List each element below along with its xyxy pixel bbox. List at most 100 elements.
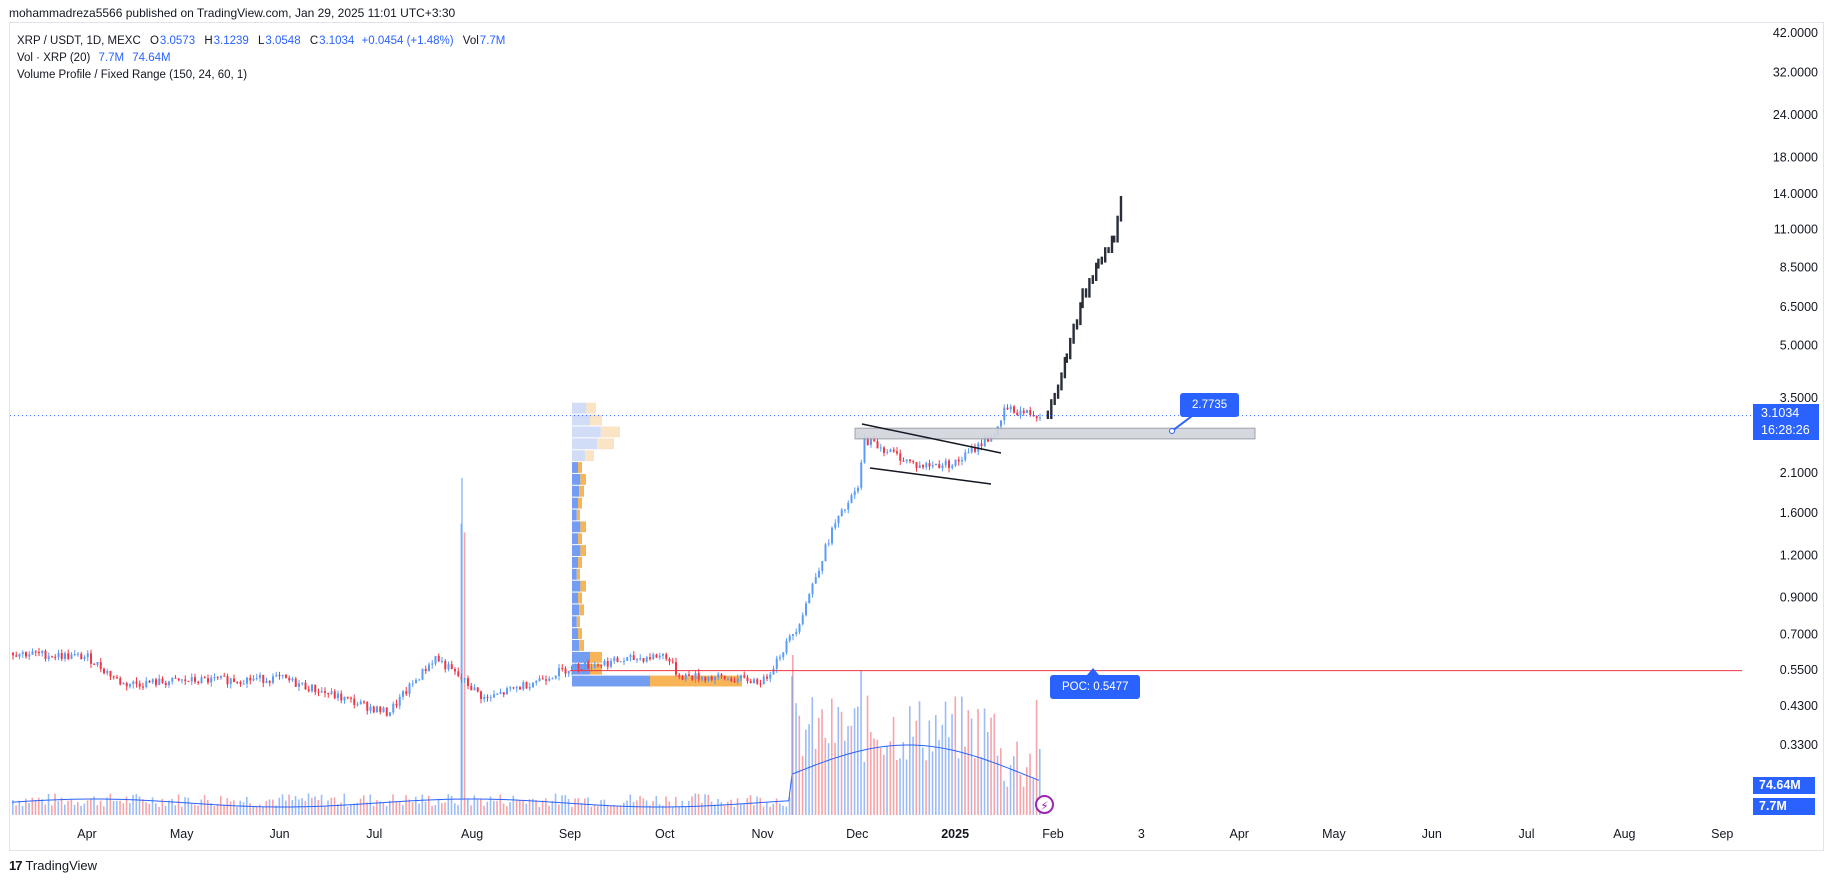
volume-bar [522, 800, 524, 815]
volume-bar [535, 800, 537, 815]
candle-body [675, 662, 677, 675]
volume-bar [548, 805, 550, 815]
legend-symbol-row[interactable]: XRP / USDT, 1D, MEXC O3.0573 H3.1239 L3.… [17, 33, 505, 50]
candle-body [272, 676, 274, 683]
volume-bar [213, 806, 216, 815]
candle-body [262, 674, 265, 683]
volume-bar [106, 797, 108, 815]
candle-body [623, 660, 625, 662]
volume-bar [12, 800, 14, 815]
candle-body [372, 706, 375, 713]
candle-body [249, 677, 252, 681]
volume-bar [411, 802, 414, 815]
footer-branding[interactable]: 17 TradingView [9, 858, 97, 873]
resistance-price-tag[interactable]: 2.7735 [1180, 393, 1240, 417]
candle-body [879, 447, 882, 449]
candle-body [392, 703, 395, 713]
projection-bar [1046, 410, 1050, 420]
candle-body [90, 653, 92, 664]
volume-bar [655, 796, 658, 815]
projection-bar [1088, 278, 1091, 298]
volume-bar [119, 800, 121, 815]
candle-body [223, 675, 226, 677]
candle-body [944, 460, 947, 466]
volume-bar [756, 796, 758, 815]
volume-profile [572, 402, 742, 687]
volume-profile-row-up [572, 473, 581, 485]
candle-body [138, 683, 141, 687]
volume-bar [460, 523, 463, 815]
volume-bar [96, 805, 99, 815]
lightning-icon[interactable]: ⚡ [1035, 795, 1054, 814]
candle-body [483, 696, 486, 699]
volume-bar [470, 805, 472, 815]
candle-body [535, 681, 538, 683]
volume-bar [47, 793, 50, 815]
candle-body [922, 465, 924, 468]
volume-profile-row-down [590, 414, 602, 426]
poc-label[interactable]: POC: 0.5477 [1050, 675, 1141, 699]
candle-body [532, 682, 534, 688]
candle-body [385, 707, 388, 716]
candle-body [593, 664, 596, 668]
volume-bar [866, 695, 869, 815]
volume-bar [987, 732, 989, 815]
volume-bar [265, 800, 268, 815]
candle-body [499, 692, 502, 694]
candle-body [382, 707, 385, 713]
volume-profile-row-down [590, 651, 602, 663]
volume-bar [925, 760, 927, 815]
projection-bar [1075, 319, 1079, 330]
legend-vol-value: 7.7M [479, 35, 506, 47]
volume-profile-label[interactable]: Volume Profile / Fixed Range (150, 24, 6… [17, 69, 248, 81]
candle-body [119, 678, 122, 685]
volume-bar [805, 729, 807, 815]
candle-body [34, 651, 37, 653]
candle-body [294, 678, 297, 687]
time-scale: Apr May Jun Jul Aug Sep Oct Nov Dec 2025 Feb 3 Apr Ma… [77, 827, 1733, 841]
volume-bar [896, 760, 898, 815]
volume-profile-row-down [578, 556, 582, 568]
projection-bar [1069, 337, 1072, 360]
candle-body [493, 694, 495, 698]
volume-bar [174, 805, 177, 815]
legend-volume-profile-row[interactable]: Volume Profile / Fixed Range (150, 24, 6… [17, 67, 505, 84]
projection-bar [1100, 256, 1103, 265]
legend-vol-label: Vol [462, 35, 479, 47]
candle-body [554, 675, 557, 679]
volume-bar [662, 805, 664, 815]
price-tick-label: 0.3300 [1780, 738, 1818, 752]
volume-bar [337, 804, 339, 815]
projection-bar [1060, 372, 1063, 391]
volume-bar [1032, 779, 1035, 815]
volume-bar [129, 803, 131, 815]
publisher-line: mohammadreza5566 published on TradingVie… [9, 6, 456, 20]
candle-body [821, 561, 824, 571]
volume-bar [155, 803, 157, 815]
time-tick-label: Oct [655, 827, 675, 841]
candle-body [847, 502, 850, 510]
volume-indicator-label[interactable]: Vol · XRP (20) [17, 52, 91, 64]
candle-body [639, 658, 642, 660]
candle-body [463, 678, 466, 680]
volume-bar [990, 717, 992, 815]
candle-body [93, 663, 96, 665]
legend-volume-row[interactable]: Vol · XRP (20) 7.7M 74.64M [17, 50, 505, 67]
candle-body [931, 465, 934, 467]
candle-body [668, 658, 671, 662]
candle-body [538, 678, 541, 682]
volume-bar [51, 805, 53, 815]
candle-body [684, 674, 687, 680]
candle-body [528, 687, 531, 689]
volume-bar [171, 798, 173, 815]
volume-bar [434, 805, 437, 815]
poc-tag-pointer [1087, 668, 1099, 675]
candle-body [509, 687, 512, 689]
candle-body [454, 669, 456, 672]
candle-body [44, 650, 47, 659]
legend-symbol[interactable]: XRP / USDT, 1D, MEXC [17, 35, 141, 47]
volume-bar [353, 803, 355, 815]
candle-body [733, 681, 736, 683]
candle-body [697, 673, 700, 680]
